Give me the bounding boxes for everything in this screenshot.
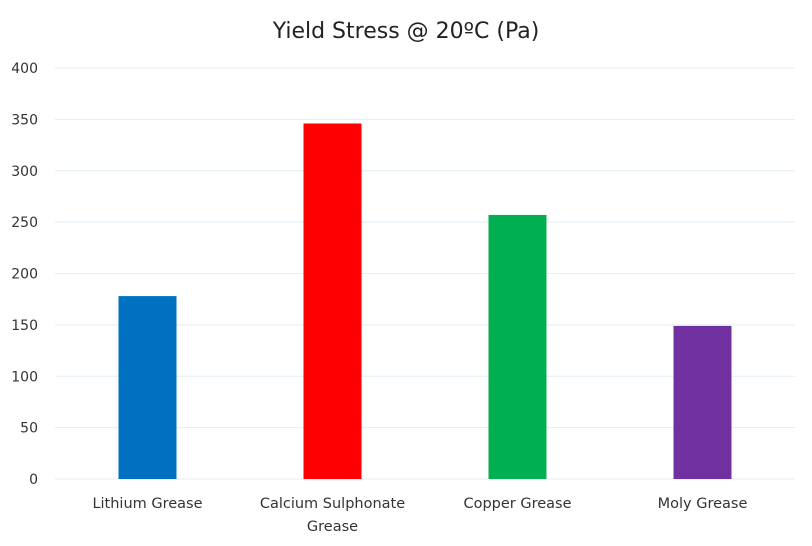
x-category-label-line: Copper Grease [463,496,571,512]
x-category-label: Lithium Grease [92,496,202,512]
y-tick-label: 50 [20,421,38,437]
y-tick-label: 400 [11,61,38,77]
y-tick-label: 100 [11,369,38,385]
y-tick-label: 200 [11,267,38,283]
bar [303,123,362,480]
x-axis-category-labels: Lithium Grease Calcium Sulphonate Grease Co… [92,496,747,535]
y-tick-label: 250 [11,215,38,231]
x-category-label: Calcium Sulphonate Grease [260,496,405,535]
x-category-label-line: Moly Grease [658,496,748,512]
bar [488,214,547,479]
y-axis-tick-labels: 0 50 100 150 200 250 300 350 400 [11,61,38,488]
bar [673,325,732,479]
bars [118,123,732,480]
gridlines [55,67,795,480]
x-category-label: Copper Grease [463,496,571,512]
y-tick-label: 300 [11,164,38,180]
x-category-label-line: Grease [307,519,358,535]
y-tick-label: 150 [11,318,38,334]
chart-title: Yield Stress @ 20ºC (Pa) [272,19,540,44]
y-tick-label: 350 [11,112,38,128]
x-category-label-line: Calcium Sulphonate [260,496,405,512]
bar [118,296,177,479]
x-category-label: Moly Grease [658,496,748,512]
y-tick-label: 0 [29,472,38,488]
x-category-label-line: Lithium Grease [92,496,202,512]
